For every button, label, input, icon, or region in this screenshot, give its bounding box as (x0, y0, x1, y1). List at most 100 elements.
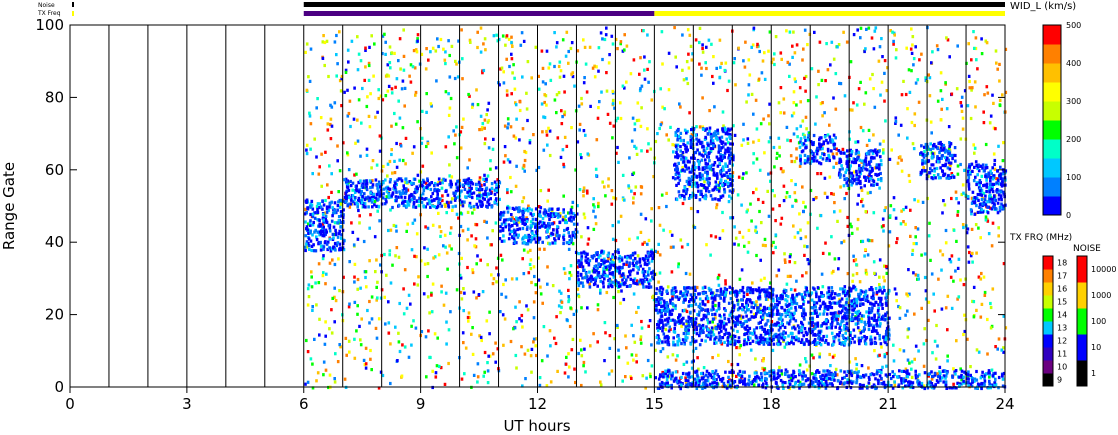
data-cell (768, 122, 771, 126)
data-cell (684, 325, 688, 329)
data-cell (729, 340, 732, 344)
data-cell (323, 229, 326, 233)
data-cell (857, 318, 861, 322)
data-cell (632, 171, 636, 175)
data-cell (592, 203, 595, 207)
data-cell (306, 303, 310, 307)
data-cell (810, 306, 813, 310)
data-cell (565, 144, 569, 148)
data-cell (885, 329, 888, 333)
data-cell (746, 292, 749, 296)
data-cell (586, 152, 590, 156)
data-cell (852, 259, 856, 263)
data-cell (815, 311, 818, 315)
data-cell (711, 356, 714, 360)
data-cell (547, 66, 551, 70)
data-cell (418, 196, 421, 200)
data-cell (754, 314, 757, 319)
data-cell (579, 338, 582, 342)
data-cell (992, 152, 996, 156)
data-cell (777, 340, 781, 344)
data-cell (521, 127, 525, 131)
data-cell (305, 148, 308, 152)
data-cell (795, 147, 798, 151)
data-cell (870, 36, 874, 40)
data-cell (691, 52, 694, 56)
data-cell (362, 205, 366, 209)
data-cell (394, 188, 398, 192)
data-cell (499, 310, 502, 314)
data-cell (657, 206, 661, 210)
data-cell (865, 310, 868, 314)
data-cell (642, 271, 646, 275)
data-cell (305, 42, 309, 46)
data-cell (594, 215, 597, 219)
data-cell (669, 301, 672, 305)
data-cell (767, 329, 770, 333)
data-cell (733, 225, 736, 229)
data-cell (368, 226, 371, 230)
data-cell (541, 130, 544, 134)
data-cell (763, 311, 766, 315)
data-cell (960, 109, 964, 113)
data-cell (681, 33, 684, 37)
data-cell (443, 382, 447, 386)
data-cell (895, 240, 898, 245)
data-cell (889, 29, 892, 33)
data-cell (588, 285, 592, 289)
data-cell (449, 226, 453, 230)
data-cell (982, 275, 986, 279)
data-cell (523, 209, 526, 213)
data-cell (502, 160, 506, 164)
data-cell (541, 80, 545, 84)
data-cell (703, 180, 706, 184)
data-cell (425, 197, 428, 201)
data-cell (605, 71, 608, 75)
data-cell (691, 336, 694, 340)
data-cell (658, 271, 662, 275)
data-cell (751, 332, 754, 336)
data-cell (331, 296, 334, 300)
data-cell (683, 342, 686, 346)
data-cell (731, 216, 735, 220)
data-cell (856, 140, 860, 144)
data-cell (828, 123, 831, 127)
data-cell (460, 125, 464, 129)
data-cell (405, 229, 408, 233)
data-cell (946, 294, 950, 298)
data-cell (705, 66, 708, 71)
data-cell (702, 366, 706, 370)
data-cell (815, 196, 818, 200)
data-cell (437, 197, 441, 201)
data-cell (608, 272, 612, 276)
data-cell (670, 292, 674, 296)
data-cell (313, 216, 317, 220)
data-cell (799, 100, 802, 104)
data-cell (395, 199, 398, 203)
data-cell (806, 99, 810, 103)
data-cell (724, 331, 728, 335)
data-cell (867, 366, 870, 370)
data-cell (808, 131, 811, 135)
data-cell (584, 133, 587, 137)
data-cell (513, 207, 516, 211)
data-cell (330, 172, 333, 176)
data-cell (693, 181, 697, 185)
data-cell (370, 195, 374, 200)
data-cell (456, 188, 460, 192)
data-cell (599, 380, 602, 384)
data-cell (650, 364, 654, 368)
data-cell (543, 208, 547, 212)
data-cell (837, 257, 841, 261)
data-cell (506, 117, 510, 121)
data-cell (794, 338, 798, 342)
data-cell (629, 277, 633, 281)
data-cell (577, 295, 581, 299)
data-cell (378, 194, 381, 198)
data-cell (374, 196, 378, 200)
data-cell (702, 317, 705, 321)
data-cell (895, 48, 898, 52)
data-cell (954, 269, 957, 273)
data-cell (309, 229, 312, 233)
